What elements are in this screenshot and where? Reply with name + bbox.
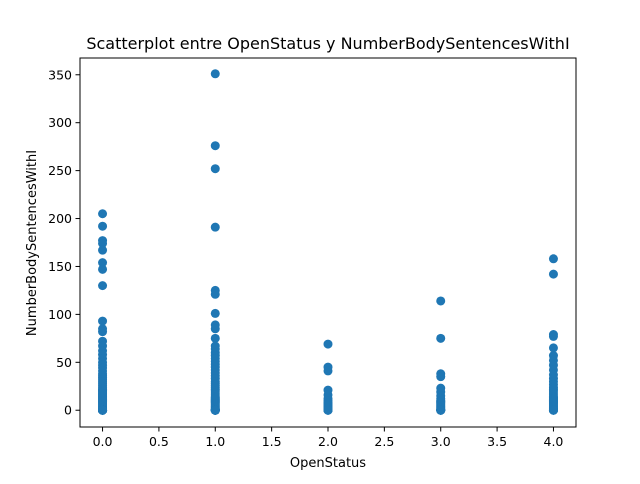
y-tick-label: 350 [48,67,72,82]
scatter-point [548,343,558,353]
y-axis-label: NumberBodySentencesWithI [25,150,40,336]
scatter-point [548,405,558,415]
scatter-point [436,296,446,306]
x-tick-label: 2.5 [374,434,394,449]
y-tick-label: 0 [64,403,72,418]
chart-title: Scatterplot entre OpenStatus y NumberBod… [86,34,569,53]
scatter-point [210,289,220,299]
x-tick-label: 1.0 [205,434,225,449]
x-tick-label: 4.0 [544,434,564,449]
scatter-points [98,69,558,415]
y-tick-label: 200 [48,211,72,226]
scatter-point [548,254,558,264]
x-axis-ticks: 0.0 0.5 1.0 1.5 2.0 2.5 3.0 3.5 4.0 [93,427,564,449]
y-tick-label: 300 [48,115,72,130]
scatter-point [98,258,108,268]
scatter-point [98,264,108,274]
scatter-point [210,324,220,334]
scatter-point [210,333,220,343]
scatter-point [98,209,108,219]
scatter-point [548,269,558,279]
scatter-point [323,405,333,415]
scatter-point [210,69,220,79]
plot-frame [79,57,577,428]
y-tick-label: 100 [48,307,72,322]
x-tick-label: 0.0 [93,434,113,449]
scatter-point [210,308,220,318]
y-tick-label: 150 [48,259,72,274]
scatter-point [98,316,108,326]
scatter-point [548,331,558,341]
x-tick-label: 1.5 [262,434,282,449]
scatter-point [98,405,108,415]
scatter-point [210,405,220,415]
y-axis-ticks: 0 50 100 150 200 250 300 350 [48,67,80,418]
y-tick-label: 50 [56,355,72,370]
x-tick-label: 3.5 [487,434,507,449]
y-tick-label: 250 [48,163,72,178]
x-tick-label: 3.0 [431,434,451,449]
scatter-point [323,366,333,376]
scatter-point [98,245,108,255]
scatter-point [210,164,220,174]
scatter-point [98,281,108,291]
x-axis-label: OpenStatus [290,456,366,471]
scatter-point [436,333,446,343]
scatter-point [436,405,446,415]
scatter-point [210,141,220,151]
x-tick-label: 0.5 [149,434,169,449]
scatter-point [98,238,108,248]
x-tick-label: 2.0 [318,434,338,449]
scatter-point [436,372,446,382]
scatter-point [98,221,108,231]
scatter-point [323,339,333,349]
scatter-point [210,222,220,232]
scatter-point [98,327,108,337]
